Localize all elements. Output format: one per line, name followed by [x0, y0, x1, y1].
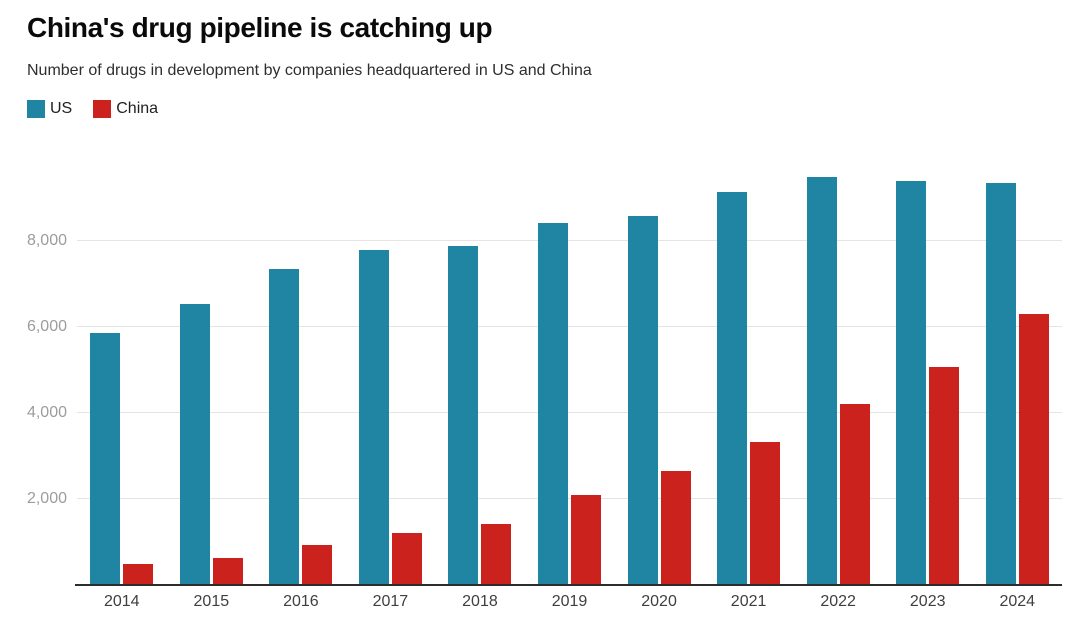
y-tick-label-4,000: 4,000 [26, 404, 67, 421]
x-tick-label-2016: 2016 [283, 593, 319, 610]
gridline-4,000 [77, 412, 1062, 413]
chart-subtitle: Number of drugs in development by compan… [27, 62, 592, 79]
legend-item-china: China [93, 100, 158, 118]
bar-china-2020 [660, 471, 691, 585]
bar-group-2023 [883, 155, 973, 585]
bar-china-2024 [1018, 314, 1049, 585]
legend-item-us: US [27, 100, 72, 118]
x-axis-line [75, 584, 1062, 586]
x-tick-label-2017: 2017 [372, 593, 409, 610]
bar-us-2014 [90, 333, 121, 585]
bar-us-2018 [448, 245, 479, 585]
bar-group-2022 [793, 155, 883, 585]
legend-label-us: US [50, 100, 73, 117]
gridline-2,000 [77, 498, 1062, 499]
chart-title: China's drug pipeline is catching up [27, 12, 493, 43]
gridline-6,000 [77, 326, 1062, 327]
bar-us-2023 [896, 181, 927, 585]
bar-china-2022 [839, 403, 870, 585]
bar-group-2015 [167, 155, 257, 585]
bar-china-2015 [212, 557, 243, 585]
bar-china-2019 [571, 494, 601, 585]
x-tick-label-2023: 2023 [909, 593, 946, 610]
legend-swatch-us-icon [27, 100, 45, 118]
bar-group-2018 [435, 155, 525, 585]
bar-us-2021 [717, 191, 748, 585]
bar-china-2017 [391, 533, 422, 585]
x-tick-label-2022: 2022 [820, 593, 856, 610]
y-axis-labels: 2,000 4,000 6,000 8,000 [0, 155, 67, 585]
x-tick-label-2021: 2021 [730, 593, 767, 610]
bar-china-2018 [481, 523, 512, 585]
bar-us-2015 [179, 303, 210, 585]
bar-us-2019 [538, 222, 568, 585]
bar-group-2020 [614, 155, 704, 585]
bar-china-2021 [750, 442, 781, 585]
bar-us-2020 [627, 215, 658, 585]
bar-china-2014 [123, 563, 154, 585]
y-tick-label-8,000: 8,000 [26, 232, 67, 249]
legend-label-china: China [116, 100, 159, 117]
bar-us-2016 [269, 268, 300, 585]
y-tick-label-6,000: 6,000 [26, 318, 67, 335]
bar-group-2016 [256, 155, 346, 585]
x-tick-label-2015: 2015 [193, 593, 230, 610]
x-axis-labels: 2014 2015 2016 2017 2018 2019 2020 2021 2022 2023… [77, 593, 1062, 611]
legend: US China [27, 100, 158, 118]
x-tick-label-2018: 2018 [462, 593, 498, 610]
bar-group-2024 [972, 155, 1062, 585]
bar-us-2024 [985, 182, 1016, 585]
bar-group-2019 [525, 155, 615, 585]
legend-swatch-china-icon [93, 100, 112, 118]
gridline-8,000 [77, 240, 1062, 241]
y-tick-label-2,000: 2,000 [26, 490, 67, 507]
x-tick-label-2014: 2014 [103, 593, 140, 610]
bar-china-2016 [302, 544, 333, 585]
plot-area [77, 155, 1062, 585]
bar-group-2014 [77, 155, 167, 585]
bar-groups [77, 155, 1062, 585]
x-tick-label-2020: 2020 [641, 593, 677, 610]
bar-us-2022 [806, 176, 837, 585]
bar-us-2017 [358, 250, 389, 585]
bar-group-2021 [704, 155, 794, 585]
x-tick-label-2024: 2024 [999, 593, 1036, 610]
x-tick-label-2019: 2019 [551, 593, 588, 610]
bar-group-2017 [346, 155, 436, 585]
bar-china-2023 [929, 367, 960, 585]
